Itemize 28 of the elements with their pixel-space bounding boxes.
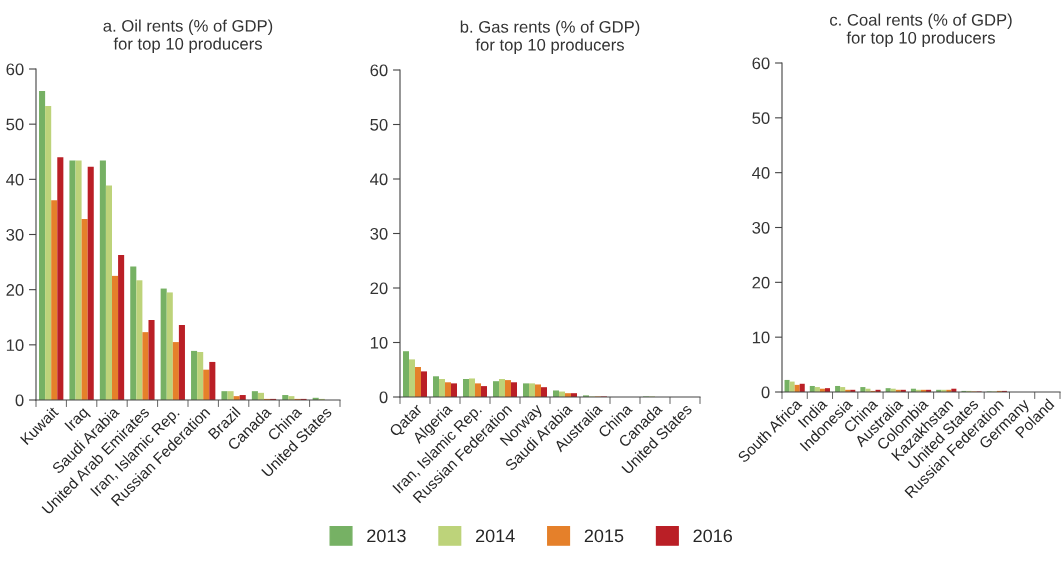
y-tick-label: 10 bbox=[6, 339, 24, 352]
y-tick-label: 60 bbox=[752, 57, 770, 70]
y-tick-label: 60 bbox=[370, 64, 388, 77]
y-tick-label: 30 bbox=[752, 221, 770, 234]
y-tick-label: 10 bbox=[370, 336, 388, 349]
y-tick-label: 40 bbox=[370, 173, 388, 186]
chart-title: a. Oil rents (% of GDP) for top 10 producers bbox=[103, 19, 273, 54]
y-tick-label: 50 bbox=[752, 112, 770, 125]
y-tick-label: 0 bbox=[761, 386, 770, 399]
chart-title: c. Coal rents (% of GDP) for top 10 producers bbox=[830, 13, 1012, 48]
y-tick-label: 40 bbox=[6, 173, 24, 186]
chart-title: b. Gas rents (% of GDP) for top 10 producers bbox=[460, 20, 640, 55]
y-tick-label: 50 bbox=[370, 118, 388, 131]
y-tick-label: 10 bbox=[752, 331, 770, 344]
y-tick-label: 20 bbox=[370, 282, 388, 295]
legend-label: 2014 bbox=[476, 529, 515, 543]
legend-label: 2013 bbox=[367, 529, 406, 543]
y-tick-label: 40 bbox=[752, 167, 770, 179]
y-tick-label: 0 bbox=[379, 391, 388, 404]
legend-label: 2015 bbox=[584, 529, 624, 543]
y-tick-label: 30 bbox=[370, 227, 388, 240]
legend-label: 2016 bbox=[693, 529, 733, 543]
y-tick-label: 30 bbox=[6, 228, 24, 241]
y-tick-label: 60 bbox=[6, 63, 24, 76]
y-tick-label: 50 bbox=[6, 118, 24, 131]
y-tick-label: 20 bbox=[752, 276, 770, 289]
y-tick-label: 20 bbox=[6, 284, 24, 296]
y-tick-label: 0 bbox=[15, 394, 24, 407]
